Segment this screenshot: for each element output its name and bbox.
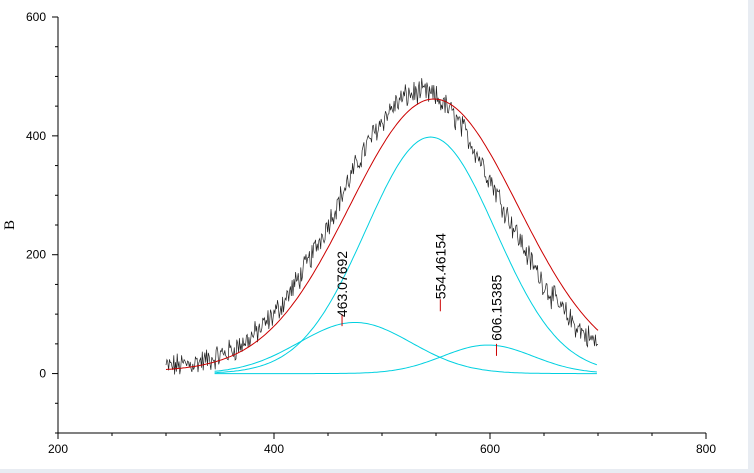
peak-label-1: 463.07692: [334, 251, 350, 317]
x-tick-label: 800: [696, 442, 716, 456]
peak-label-2: 554.46154: [432, 233, 448, 299]
y-tick-label: 0: [39, 367, 46, 381]
window-edge-bottom: [0, 469, 754, 473]
x-tick-label: 400: [264, 442, 284, 456]
y-axis-label: B: [2, 220, 18, 230]
y-tick-label: 400: [26, 129, 46, 143]
peak-labels: 463.07692 554.46154 606.15385: [334, 233, 504, 356]
axes: 200 400 600 800 0 200 400 600 B: [2, 10, 716, 456]
x-tick-label: 200: [48, 442, 68, 456]
window-edge-right: [748, 0, 754, 473]
fit-curve: [165, 98, 599, 370]
component-curve-2: [214, 136, 598, 374]
component-curve-3: [214, 344, 597, 375]
component-curve-1: [214, 322, 597, 375]
raw-data-series: [165, 78, 598, 375]
y-tick-label: 200: [26, 248, 46, 262]
x-tick-label: 600: [480, 442, 500, 456]
series-layer: [165, 78, 599, 375]
y-tick-label: 600: [26, 10, 46, 24]
peak-label-3: 606.15385: [488, 274, 504, 340]
